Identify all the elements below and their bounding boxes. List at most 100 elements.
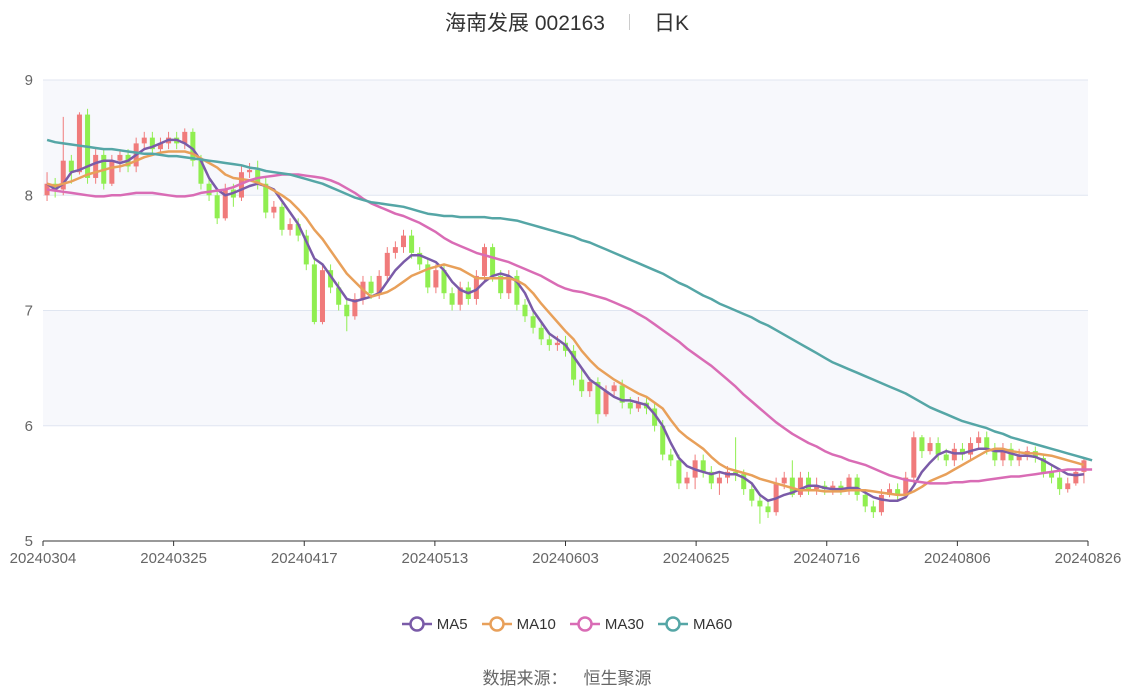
candle-body	[109, 160, 115, 184]
candle-body	[887, 489, 893, 495]
candle-body	[668, 454, 674, 461]
legend-item-ma5[interactable]: MA5	[401, 615, 468, 633]
period-label[interactable]: 日K	[653, 12, 689, 35]
candle-body	[903, 477, 909, 495]
candle-body	[409, 235, 415, 253]
candle-body	[1065, 483, 1071, 490]
legend-marker-circle	[409, 616, 425, 632]
y-tick-label: 6	[25, 418, 33, 435]
candle-body	[481, 247, 488, 276]
line-ma10	[46, 150, 1085, 497]
candle-body	[182, 131, 188, 144]
candle	[214, 189, 220, 225]
candle-body	[870, 506, 876, 513]
candle-body	[441, 270, 447, 294]
y-tick-label: 5	[25, 533, 33, 550]
candle-body	[506, 275, 512, 294]
candle-body	[295, 224, 301, 236]
candle-body	[716, 477, 722, 484]
candle-body	[311, 264, 317, 323]
candle-body	[522, 304, 528, 317]
candle-body	[392, 247, 398, 253]
candle-body	[417, 252, 423, 265]
x-tick-label: 20240625	[663, 550, 730, 567]
candle	[1065, 477, 1071, 493]
candle	[797, 471, 803, 498]
candle-body	[919, 437, 925, 452]
candle-body	[627, 402, 633, 409]
candle-body	[1057, 477, 1063, 490]
candle	[384, 247, 390, 282]
candle-body	[1081, 460, 1087, 472]
candle-body	[141, 137, 147, 144]
candle	[352, 293, 358, 320]
candle	[870, 500, 876, 518]
candle	[522, 298, 528, 323]
candle-body	[676, 460, 682, 484]
candle	[76, 112, 82, 175]
x-tick-label: 20240826	[1055, 550, 1122, 567]
candle	[457, 281, 463, 311]
legend-item-ma30[interactable]: MA30	[569, 615, 644, 633]
candle-body	[149, 137, 155, 150]
candle	[789, 460, 795, 498]
candle-body	[287, 224, 293, 230]
candle-body	[935, 443, 941, 455]
candle	[765, 500, 771, 518]
candle-body	[976, 437, 982, 444]
candle-body	[279, 206, 285, 230]
candle-body	[247, 169, 253, 173]
candle-body	[878, 494, 884, 513]
candle-body	[271, 206, 277, 213]
candle	[919, 434, 925, 459]
candle-body	[984, 437, 990, 449]
candle	[400, 229, 406, 253]
legend-label: MA10	[516, 615, 556, 633]
x-tick-label: 20240325	[140, 550, 207, 567]
candle-body	[328, 270, 334, 288]
candle-body	[757, 500, 763, 507]
candle-body	[157, 143, 163, 150]
candle	[579, 368, 585, 397]
candle	[692, 454, 698, 490]
grid-band	[43, 80, 1088, 196]
candle	[716, 471, 722, 495]
candle	[68, 154, 74, 184]
candle-body	[806, 477, 812, 490]
x-tick-label: 20240417	[271, 550, 338, 567]
candle-body	[222, 189, 228, 219]
candle	[514, 270, 520, 311]
candle	[287, 218, 293, 236]
legend-item-ma60[interactable]: MA60	[658, 615, 732, 633]
candle-body	[498, 275, 504, 294]
candle-body	[708, 471, 714, 484]
grid-bands	[43, 80, 1088, 426]
candle-body	[425, 264, 431, 288]
moving-average-lines	[46, 138, 1093, 502]
candle-body	[303, 235, 309, 265]
candle-body	[781, 477, 787, 484]
candle	[433, 264, 439, 294]
candle-body	[911, 437, 917, 478]
candle	[992, 443, 998, 467]
candle	[757, 494, 763, 524]
candle	[652, 402, 658, 432]
legend-marker-circle	[665, 616, 681, 632]
source-value: 恒生聚源	[583, 669, 652, 688]
legend-item-ma10[interactable]: MA10	[481, 615, 556, 633]
candle	[182, 128, 188, 150]
candle-body	[741, 474, 747, 490]
candle	[149, 131, 155, 155]
candle-body	[838, 485, 844, 490]
candle	[498, 270, 504, 299]
candle	[473, 270, 479, 305]
candle	[44, 172, 50, 202]
candle	[927, 437, 933, 455]
candle-body	[700, 460, 706, 472]
y-tick-label: 9	[25, 72, 33, 89]
candle-body	[1040, 458, 1046, 472]
legend-marker-circle	[488, 616, 505, 632]
candle-body	[473, 275, 479, 299]
chart-header: 海南发展 002163 日K	[0, 6, 1134, 38]
